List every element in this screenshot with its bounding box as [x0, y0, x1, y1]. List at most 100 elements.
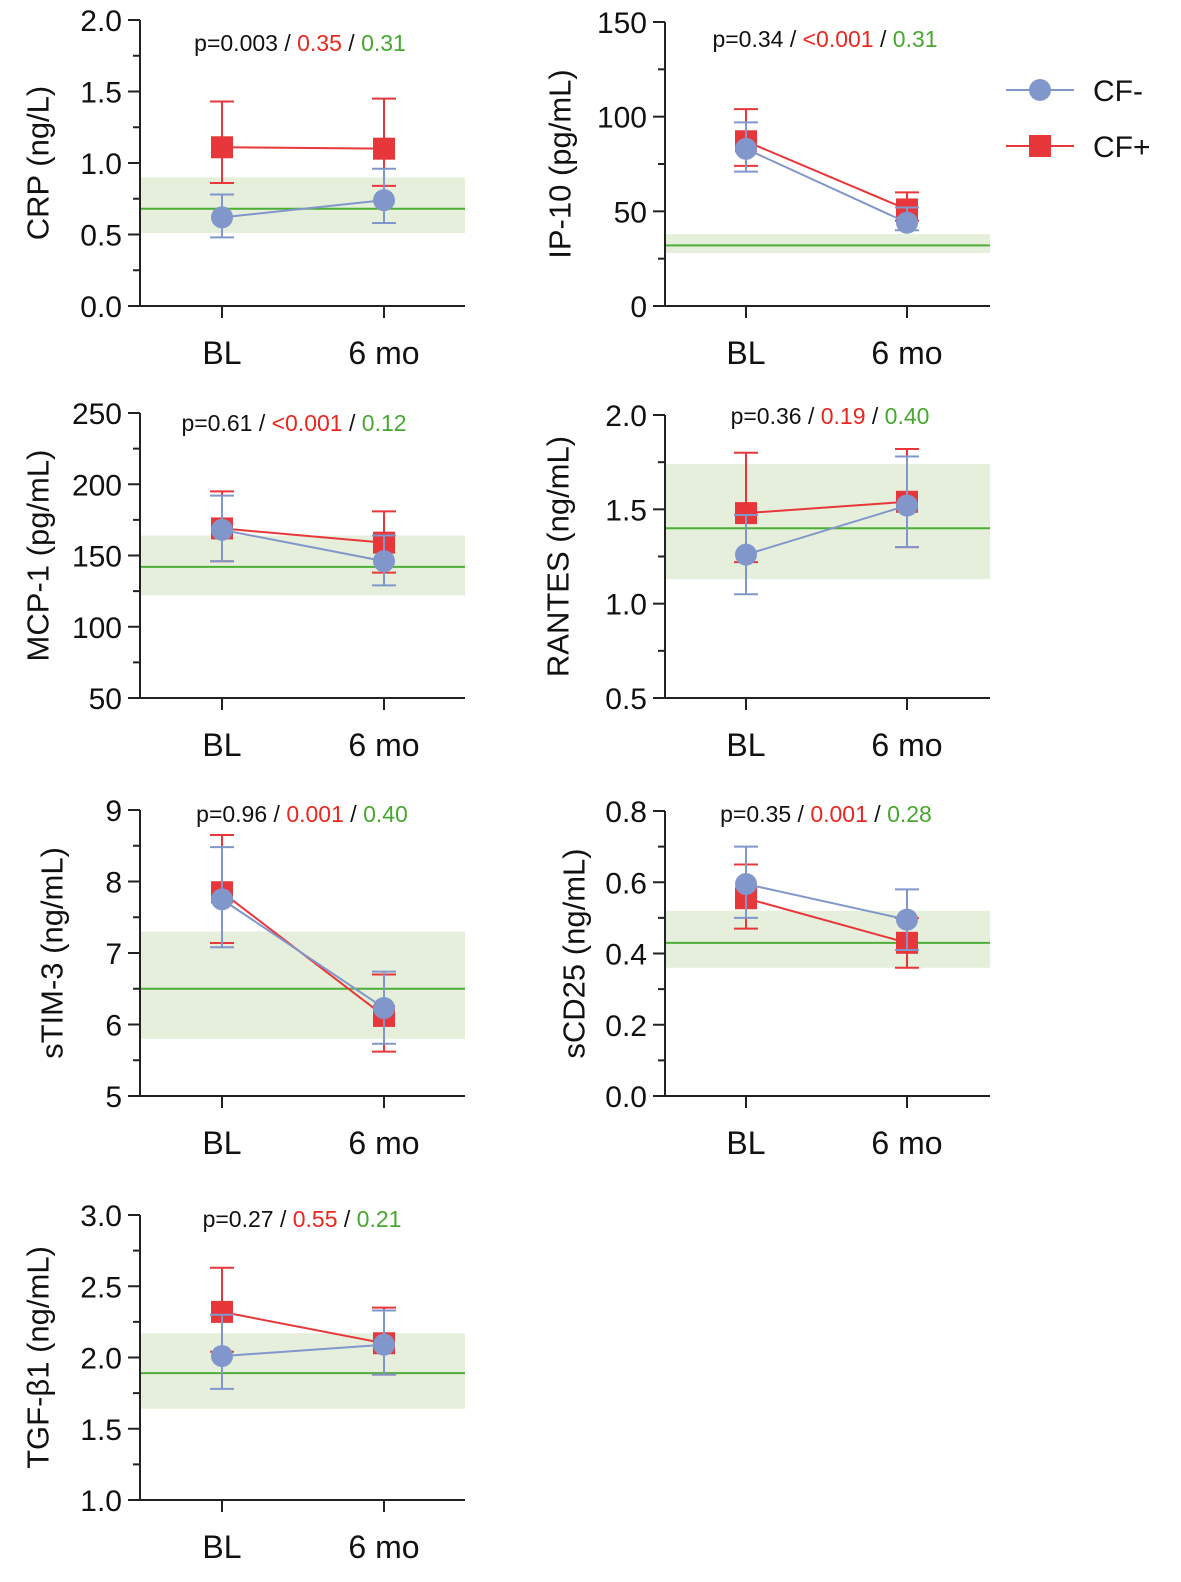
p-value-cf-neg: 0.40 — [363, 801, 408, 827]
p-value-cf-pos: 0.001 — [286, 801, 344, 827]
data-point-cf-pos — [211, 1300, 233, 1323]
y-tick-label: 1.0 — [80, 148, 122, 181]
p-value-separator: / — [874, 26, 893, 52]
p-value-overall: p=0.27 — [203, 1206, 274, 1232]
series-line-cf-neg — [221, 199, 385, 219]
x-tick-label: 6 mo — [348, 1125, 419, 1161]
y-axis-label: sTIM-3 (ng/mL) — [35, 847, 70, 1059]
p-value-separator: / — [868, 801, 887, 827]
x-tick-label: BL — [202, 335, 241, 371]
series-line-cf-neg — [745, 504, 908, 556]
x-tick-label: 6 mo — [871, 335, 942, 371]
reference-band — [141, 1333, 465, 1409]
legend-item-cf-neg: CF- — [1006, 75, 1143, 108]
p-value-annotation: p=0.34 / <0.001 / 0.31 — [712, 26, 937, 52]
x-tick-label: BL — [202, 727, 241, 763]
x-tick-label: 6 mo — [871, 1125, 942, 1161]
data-point-cf-neg — [373, 189, 395, 212]
p-value-cf-neg: 0.40 — [885, 403, 930, 429]
p-value-separator: / — [866, 403, 885, 429]
y-tick-label: 0.5 — [605, 683, 647, 716]
y-tick-label: 0.6 — [605, 867, 647, 900]
y-tick-label: 150 — [597, 7, 647, 40]
legend: CF- CF+ — [1006, 75, 1151, 164]
series-cf-neg — [210, 167, 396, 239]
y-tick-label: 8 — [105, 867, 122, 900]
series-line-cf-pos — [745, 897, 908, 944]
p-value-cf-neg: 0.28 — [887, 801, 932, 827]
series-line-cf-neg — [221, 898, 385, 1009]
y-tick-label: 2.5 — [80, 1271, 122, 1304]
y-tick-label: 1.0 — [80, 1485, 122, 1518]
series-cf-pos — [734, 108, 919, 222]
reference-band — [141, 177, 465, 234]
data-point-cf-pos — [373, 137, 395, 160]
p-value-annotation: p=0.003 / 0.35 / 0.31 — [194, 30, 406, 56]
y-tick-label: 1.5 — [80, 1414, 122, 1447]
legend-label: CF- — [1093, 75, 1143, 108]
series-cf-neg — [734, 845, 919, 951]
data-point-cf-neg — [896, 211, 918, 234]
p-value-annotation: p=0.35 / 0.001 / 0.28 — [720, 801, 932, 827]
data-point-cf-pos — [735, 502, 757, 525]
p-value-cf-neg: 0.31 — [361, 30, 406, 56]
panel-rantes: 0.5 1.0 1.5 2.0 BL 6 mo RANTES (ng/mL) p=0.36 /… — [541, 400, 990, 763]
chart-panels: 0.0 0.5 1.0 1.5 2.0 BL 6 mo CRP (ng/L) p=0.003 /… — [21, 5, 990, 1565]
p-value-overall: p=0.36 — [731, 403, 802, 429]
series-line-cf-neg — [745, 883, 908, 921]
panel-ip-10: 0 50 100 150 BL 6 mo IP-10 (pg/mL) p=0.34 / <0.… — [543, 7, 990, 371]
legend-label: CF+ — [1093, 131, 1151, 164]
y-tick-label: 2.0 — [80, 5, 122, 38]
p-value-cf-pos: 0.19 — [821, 403, 866, 429]
data-point-cf-neg — [211, 888, 233, 911]
p-value-cf-neg: 0.12 — [362, 410, 407, 436]
x-tick-label: BL — [726, 1125, 765, 1161]
y-tick-label: 150 — [72, 541, 122, 574]
data-point-cf-neg — [373, 550, 395, 573]
series-line-cf-neg — [221, 1343, 385, 1358]
y-tick-label: 0.2 — [605, 1010, 647, 1043]
reference-band — [141, 931, 465, 1039]
series-cf-neg — [210, 494, 396, 587]
p-value-cf-pos: <0.001 — [272, 410, 343, 436]
p-value-cf-pos: <0.001 — [803, 26, 874, 52]
y-tick-label: 200 — [72, 469, 122, 502]
series-cf-neg — [734, 455, 919, 596]
p-value-cf-pos: 0.55 — [293, 1206, 338, 1232]
p-value-separator: / — [802, 403, 821, 429]
series-line-cf-pos — [221, 527, 385, 544]
p-value-cf-pos: 0.35 — [297, 30, 342, 56]
y-axis-label: IP-10 (pg/mL) — [543, 69, 578, 259]
data-point-cf-pos — [211, 136, 233, 159]
data-point-cf-neg — [896, 908, 918, 931]
x-tick-label: BL — [726, 727, 765, 763]
y-tick-label: 0.0 — [605, 1081, 647, 1114]
y-tick-label: 3.0 — [80, 1200, 122, 1233]
data-point-cf-neg — [211, 1345, 233, 1368]
y-tick-label: 100 — [72, 612, 122, 645]
p-value-annotation: p=0.96 / 0.001 / 0.40 — [196, 801, 408, 827]
data-point-cf-neg — [735, 137, 757, 160]
reference-band — [666, 234, 990, 253]
y-tick-label: 0.8 — [605, 796, 647, 829]
x-tick-label: 6 mo — [348, 727, 419, 763]
panel-tgf-1: 1.0 1.5 2.0 2.5 3.0 BL 6 mo TGF-β1 (ng/mL) p=0.2… — [21, 1200, 465, 1565]
y-axis-label: RANTES (ng/mL) — [541, 436, 576, 677]
y-axis-label: MCP-1 (pg/mL) — [21, 450, 56, 662]
x-tick-label: 6 mo — [348, 335, 419, 371]
y-axis-label: TGF-β1 (ng/mL) — [21, 1246, 56, 1469]
series-cf-pos — [210, 97, 396, 187]
y-tick-label: 2.0 — [605, 400, 647, 433]
series-line-cf-pos — [745, 500, 908, 515]
y-tick-label: 0.0 — [80, 291, 122, 324]
y-tick-label: 0.5 — [80, 220, 122, 253]
y-axis-label: CRP (ng/L) — [21, 86, 56, 241]
data-point-cf-neg — [735, 543, 757, 566]
p-value-cf-neg: 0.31 — [893, 26, 938, 52]
p-value-separator: / — [338, 1206, 357, 1232]
y-tick-label: 250 — [72, 398, 122, 431]
p-value-cf-pos: 0.001 — [810, 801, 868, 827]
y-tick-label: 7 — [105, 938, 122, 971]
y-tick-label: 1.5 — [80, 77, 122, 110]
y-tick-label: 100 — [597, 102, 647, 135]
